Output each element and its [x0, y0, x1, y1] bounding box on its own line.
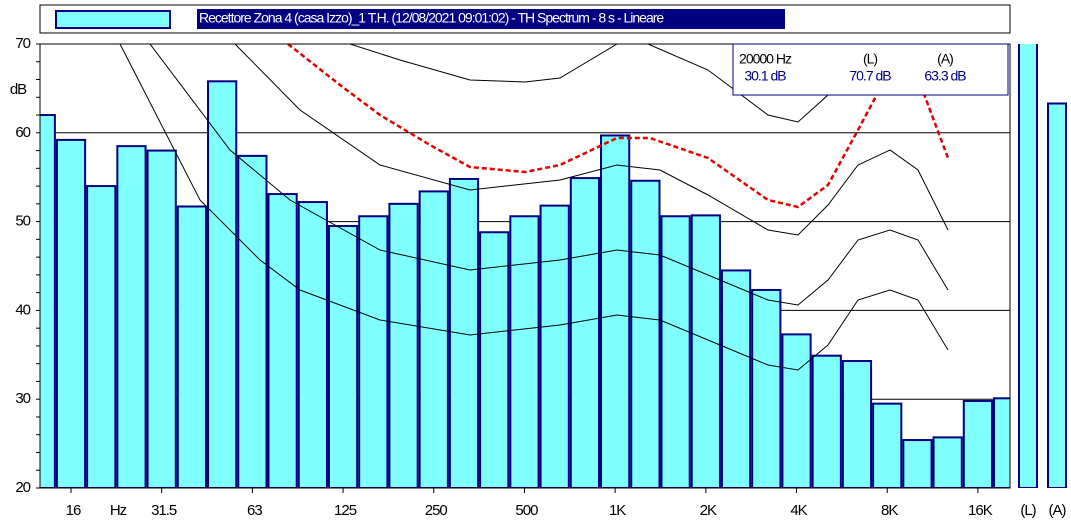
reference-curve [234, 44, 949, 236]
y-tick-label: 70 [15, 35, 30, 52]
x-tick-label: 125 [334, 502, 357, 519]
y-tick-label: 20 [15, 479, 30, 496]
reference-curve [349, 44, 618, 83]
legend-highlight [197, 9, 785, 29]
bar [811, 354, 842, 488]
x-tick-label: 4K [790, 502, 807, 519]
y-tick-label: 50 [15, 213, 30, 230]
bar [237, 154, 268, 488]
bar [86, 185, 117, 488]
bar [509, 215, 540, 488]
readout-label: (A) [937, 51, 953, 67]
readout-label: 20000 Hz [739, 51, 792, 67]
bar [690, 214, 721, 488]
x-tick-label: 1K [609, 502, 626, 519]
y-tick-label: 60 [15, 124, 30, 141]
readout-value: 63.3 dB [924, 68, 966, 84]
x-tick-label: 16 [66, 502, 81, 519]
bar [40, 114, 56, 488]
bar [176, 205, 208, 488]
total-label: (A) [1049, 502, 1067, 519]
bar [600, 134, 631, 488]
bar [207, 80, 238, 488]
matching-curve [916, 77, 950, 159]
y-axis-label: dB [10, 81, 27, 98]
bar [267, 193, 298, 488]
reference-curve [119, 44, 949, 371]
bar [448, 177, 480, 488]
bar [539, 204, 570, 488]
plot-border [39, 43, 1011, 489]
chart-title: Recettore Zona 4 (casa Izzo)_1 T.H. (12/… [199, 10, 664, 26]
bar [751, 288, 782, 488]
bar [297, 201, 328, 488]
reference-curve [149, 44, 949, 306]
bar [569, 177, 601, 488]
bar [327, 225, 359, 488]
y-tick-label: 30 [15, 390, 30, 407]
bar [116, 145, 147, 488]
x-tick-label: 250 [425, 502, 448, 519]
bar [962, 399, 994, 488]
bar [479, 231, 510, 488]
readout-label: (L) [863, 51, 877, 67]
readout-box [732, 43, 1009, 96]
bar [841, 360, 873, 488]
x-tick-label: 63 [247, 502, 262, 519]
x-tick-label: 2K [700, 502, 717, 519]
matching-curve [287, 44, 907, 209]
bar [630, 179, 661, 488]
bar [720, 269, 752, 488]
bar [932, 436, 963, 488]
bar [993, 397, 1010, 488]
x-tick-label: 500 [515, 502, 538, 519]
total-bar [1018, 44, 1038, 488]
bar [146, 149, 177, 488]
bar [55, 138, 87, 488]
reference-curves [119, 44, 949, 371]
total-label: (L) [1020, 502, 1036, 519]
bar [418, 190, 449, 488]
readout-value: 70.7 dB [849, 68, 891, 84]
bar [358, 215, 389, 488]
x-axis-unit: Hz [110, 502, 127, 519]
x-tick-label: 8K [881, 502, 898, 519]
total-bar [1047, 102, 1067, 488]
bar [781, 333, 812, 488]
bar [902, 439, 933, 488]
totals [1018, 44, 1067, 488]
x-tick-label: 31.5 [151, 502, 177, 519]
readout-value: 30.1 dB [744, 68, 786, 84]
x-tick-label: 16K [968, 502, 993, 519]
legend-swatch [55, 10, 171, 29]
y-tick-label: 40 [15, 301, 30, 318]
bar [872, 402, 903, 488]
bar [388, 202, 419, 488]
